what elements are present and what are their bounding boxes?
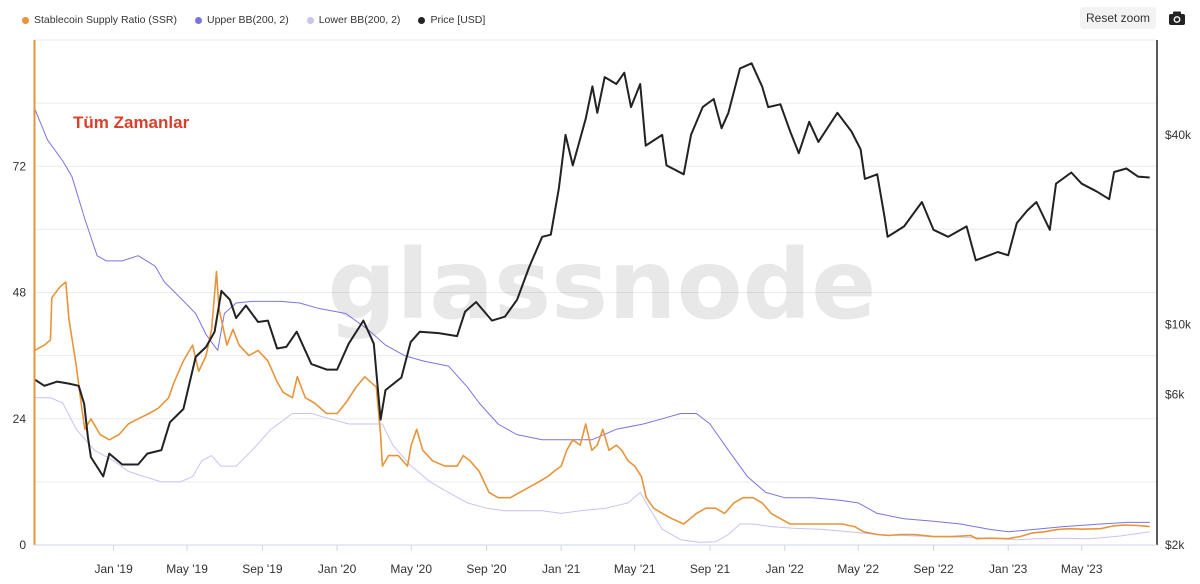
legend: Stablecoin Supply Ratio (SSR) Upper BB(2…	[22, 14, 485, 26]
y-left-tick-label: 24	[13, 412, 27, 426]
legend-item-upper-bb[interactable]: Upper BB(200, 2)	[195, 14, 289, 26]
legend-item-ssr[interactable]: Stablecoin Supply Ratio (SSR)	[22, 14, 177, 26]
x-tick-label: May '23	[1061, 562, 1103, 576]
upper-bb-line	[34, 108, 1150, 533]
legend-label: Upper BB(200, 2)	[207, 14, 289, 26]
ssr-line	[34, 270, 1150, 540]
lower-bb-line	[34, 397, 1150, 543]
legend-dot-icon	[306, 16, 314, 24]
x-tick-label: May '21	[614, 562, 656, 576]
series-layer	[34, 62, 1150, 543]
legend-label: Price [USD]	[430, 14, 486, 26]
legend-label: Stablecoin Supply Ratio (SSR)	[34, 14, 177, 26]
camera-icon-glyph	[1169, 11, 1185, 25]
x-tick-label: Sep '19	[242, 562, 283, 576]
legend-item-price[interactable]: Price [USD]	[418, 14, 485, 26]
legend-dot-icon	[418, 16, 426, 24]
chart-title: Tüm Zamanlar	[73, 113, 190, 132]
x-tick-label: Sep '21	[690, 562, 731, 576]
x-tick-label: Jan '23	[989, 562, 1028, 576]
x-axis-ticks: Jan '19 May '19 Sep '19 Jan '20 May '20 Sep '…	[94, 545, 1103, 576]
x-tick-label: Jan '22	[766, 562, 805, 576]
x-tick-label: May '22	[837, 562, 879, 576]
y-left-tick-label: 0	[19, 538, 26, 552]
reset-zoom-button[interactable]: Reset zoom	[1080, 7, 1156, 29]
y-axis-right-ticks: $2k $6k $10k $40k	[1165, 128, 1192, 552]
y-right-tick-label: $40k	[1165, 128, 1192, 142]
x-tick-label: May '20	[390, 562, 432, 576]
watermark: glassnode	[328, 229, 877, 341]
legend-label: Lower BB(200, 2)	[318, 14, 401, 26]
y-left-tick-label: 72	[13, 159, 27, 173]
legend-dot-icon	[22, 16, 29, 24]
camera-icon[interactable]	[1166, 8, 1188, 28]
legend-dot-icon	[195, 16, 202, 24]
x-tick-label: Jan '19	[94, 562, 133, 576]
y-right-tick-label: $6k	[1165, 388, 1185, 402]
x-tick-label: Jan '20	[318, 562, 357, 576]
legend-item-lower-bb[interactable]: Lower BB(200, 2)	[306, 14, 401, 26]
y-right-tick-label: $10k	[1165, 318, 1192, 332]
x-tick-label: May '19	[166, 562, 208, 576]
y-left-tick-label: 48	[13, 286, 27, 300]
y-right-tick-label: $2k	[1165, 538, 1185, 552]
x-tick-label: Sep '22	[913, 562, 954, 576]
x-tick-label: Sep '20	[466, 562, 507, 576]
y-axis-left-ticks: 0 24 48 72	[13, 159, 27, 552]
price-line	[34, 62, 1150, 478]
x-tick-label: Jan '21	[542, 562, 581, 576]
